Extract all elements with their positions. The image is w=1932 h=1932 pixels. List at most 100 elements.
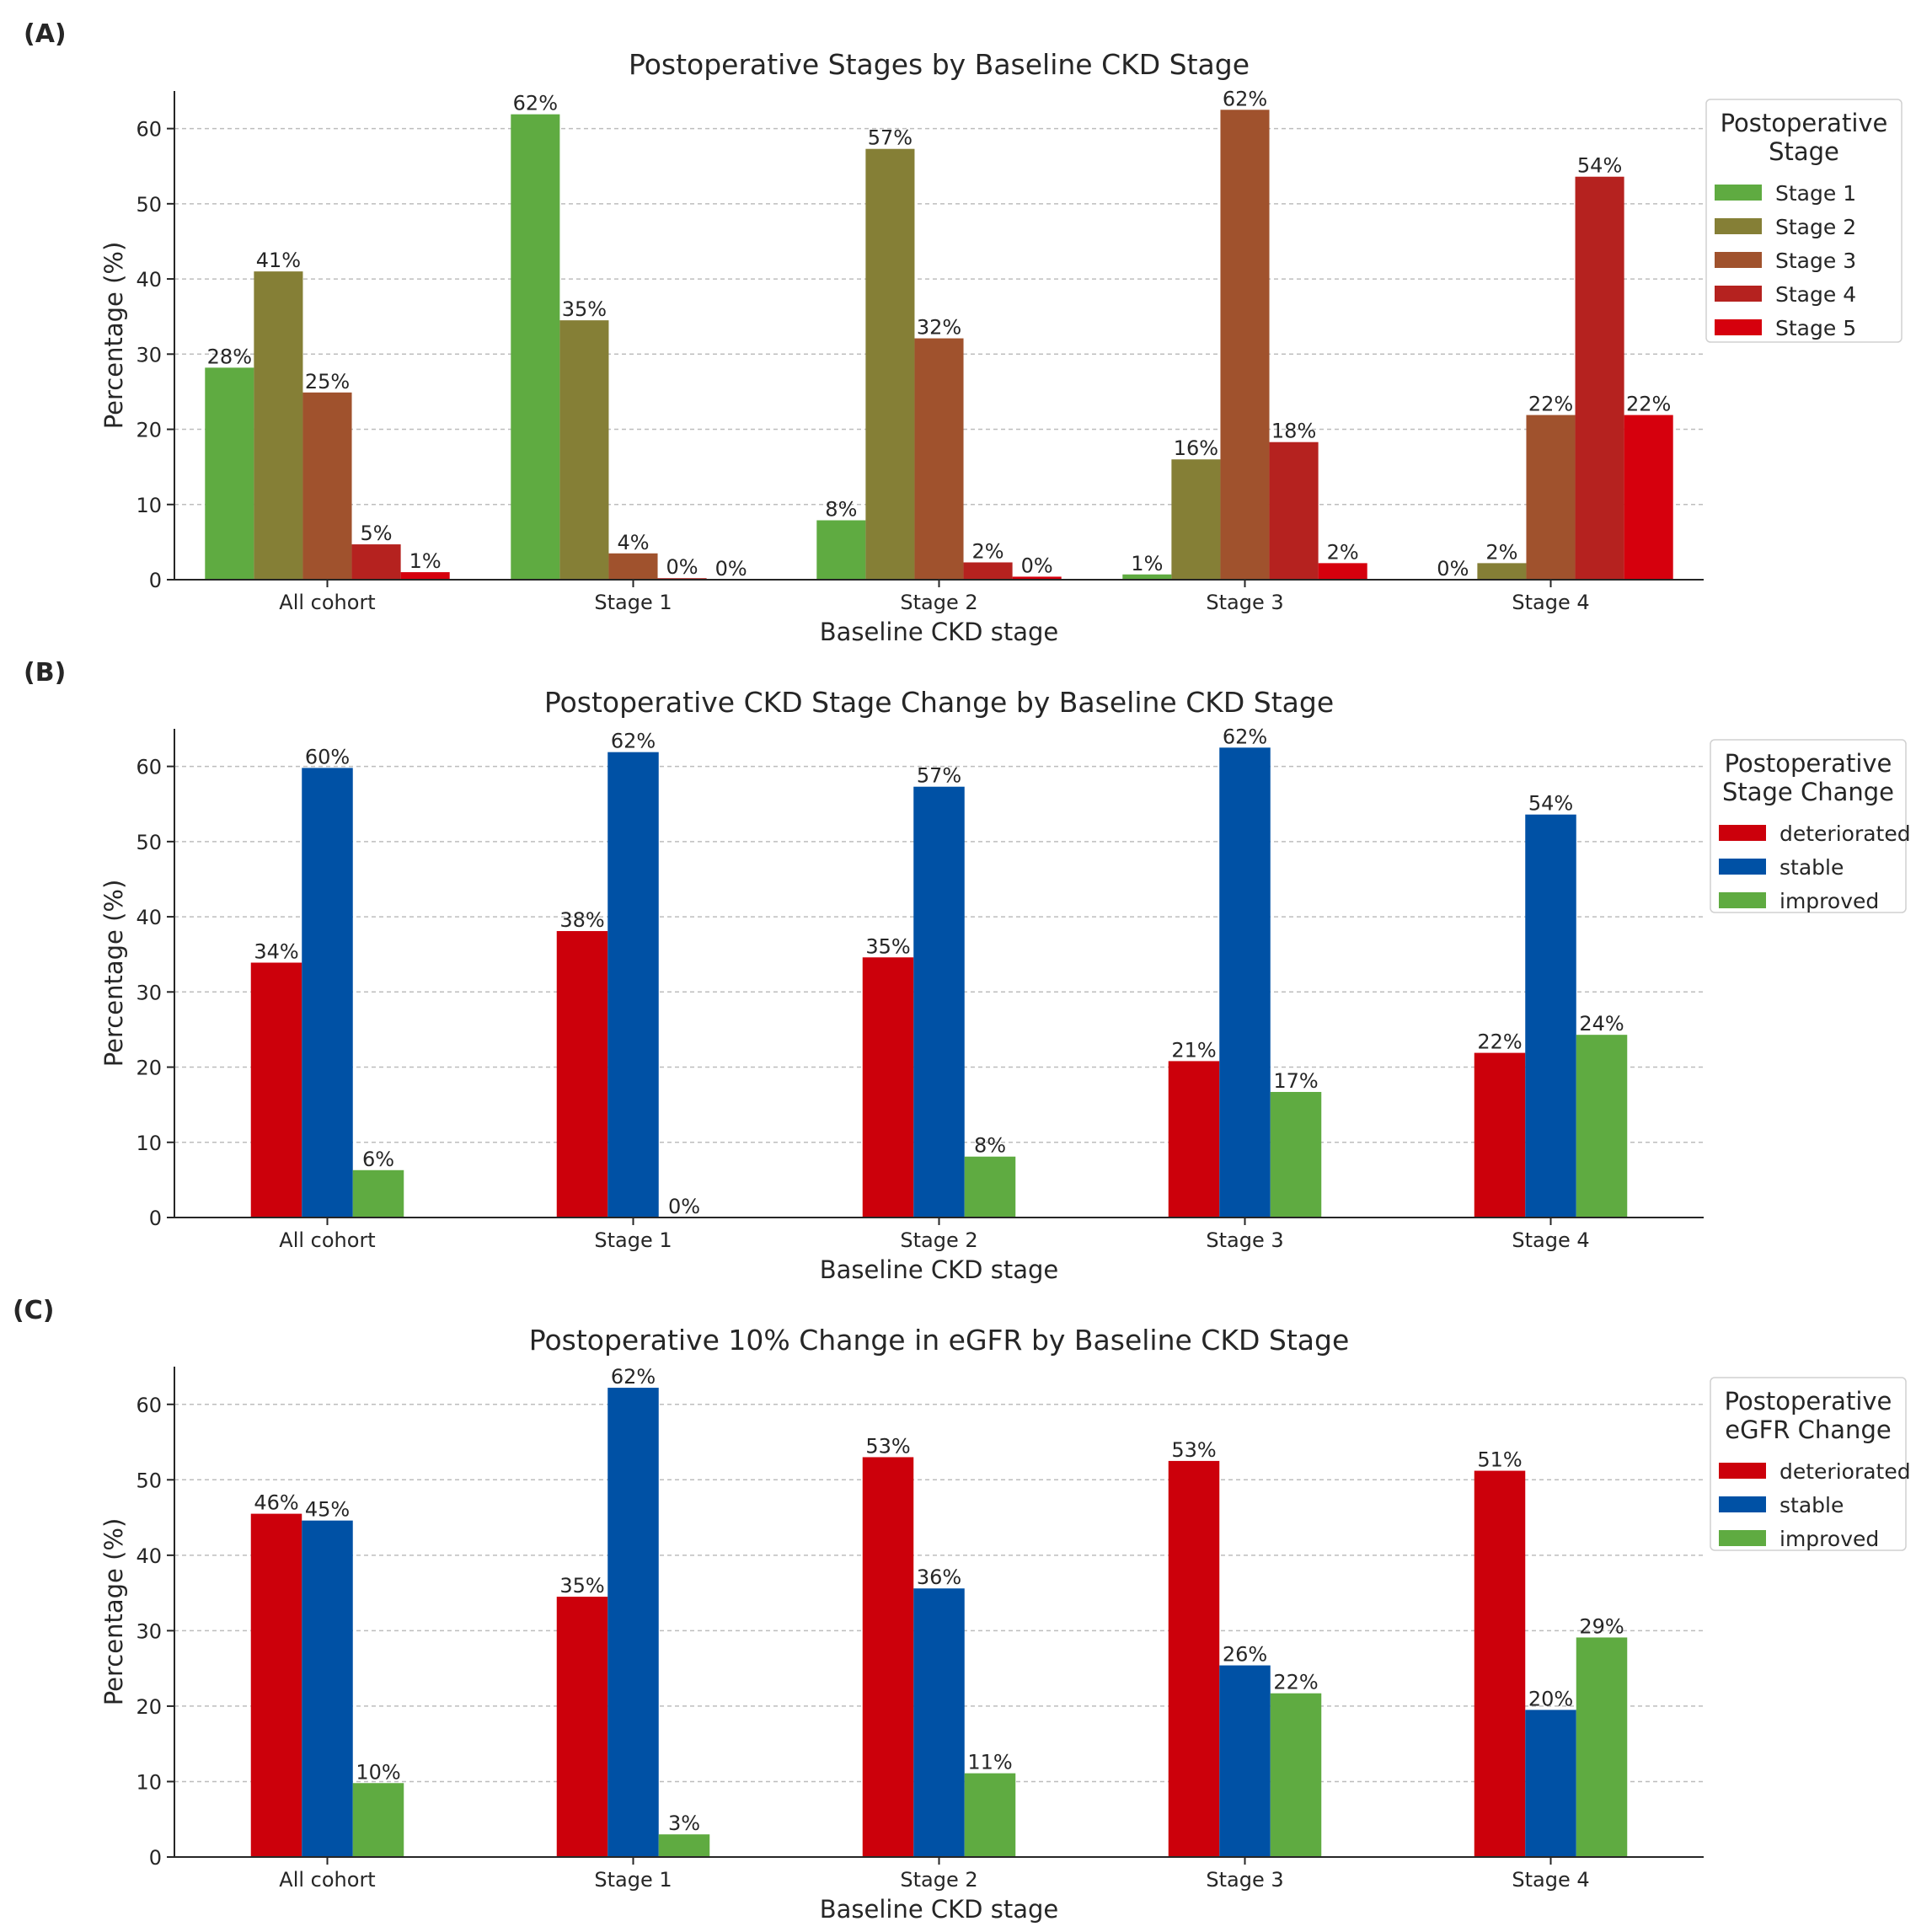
data-label: 0%: [1021, 554, 1053, 577]
bar-improved: [658, 1834, 710, 1857]
y-axis-label: Percentage (%): [99, 880, 128, 1068]
data-label: 29%: [1579, 1614, 1624, 1638]
data-label: 20%: [1528, 1687, 1573, 1710]
data-label: 38%: [559, 908, 604, 932]
data-label: 25%: [305, 370, 350, 393]
legend-label: stable: [1779, 855, 1844, 880]
legend-frame: [1705, 99, 1903, 343]
bar-deteriorated: [250, 1513, 302, 1857]
data-label: 2%: [1327, 540, 1359, 564]
data-label: 35%: [865, 934, 910, 958]
x-tick-label: Stage 4: [1512, 1228, 1589, 1252]
x-tick-label: Stage 4: [1512, 1868, 1589, 1892]
bar-improved: [352, 1783, 404, 1857]
x-tick-label: Stage 2: [900, 591, 977, 614]
legend-label: improved: [1779, 889, 1879, 913]
data-label: 1%: [1131, 552, 1163, 575]
legend-swatch: [1719, 859, 1766, 875]
x-tick-label: Stage 2: [900, 1228, 977, 1252]
data-label: 16%: [1174, 436, 1218, 460]
legend-label: deteriorated: [1779, 822, 1911, 846]
y-tick-label: 60: [136, 1394, 162, 1417]
bar-stage-2: [559, 320, 609, 580]
legend-title: Postoperative: [1725, 749, 1892, 778]
y-tick-label: 20: [136, 419, 162, 442]
legend-swatch: [1719, 892, 1766, 908]
bar-deteriorated: [250, 962, 302, 1218]
chart-title: Postoperative CKD Stage Change by Baseli…: [544, 686, 1334, 719]
data-label: 0%: [715, 557, 747, 581]
bar-stage-4: [1269, 442, 1319, 580]
y-tick-label: 30: [136, 1619, 162, 1643]
y-tick-label: 50: [136, 831, 162, 854]
data-label: 21%: [1171, 1038, 1216, 1062]
data-label: 0%: [668, 1195, 700, 1218]
legend-swatch: [1715, 252, 1762, 268]
bar-improved: [352, 1169, 404, 1218]
bar-stage-5: [1012, 576, 1062, 580]
data-label: 26%: [1223, 1643, 1267, 1667]
data-label: 62%: [611, 730, 656, 753]
y-axis-label: Percentage (%): [99, 242, 128, 430]
bar-deteriorated: [556, 1597, 608, 1857]
data-label: 51%: [1477, 1448, 1522, 1472]
data-label: 62%: [611, 1365, 656, 1389]
y-tick-label: 0: [149, 1207, 162, 1230]
bar-deteriorated: [1474, 1470, 1526, 1857]
bar-improved: [1576, 1035, 1628, 1218]
y-tick-label: 30: [136, 981, 162, 1004]
data-label: 5%: [361, 522, 393, 545]
legend-title: Stage Change: [1722, 778, 1894, 806]
bar-improved: [1270, 1693, 1322, 1857]
legend-label: Stage 4: [1775, 282, 1856, 307]
bar-stage-3: [1220, 110, 1270, 581]
data-label: 2%: [972, 539, 1004, 563]
chart-title: Postoperative 10% Change in eGFR by Base…: [529, 1324, 1350, 1357]
data-label: 22%: [1273, 1671, 1318, 1694]
panel-letter: (A): [24, 19, 67, 49]
legend-label: deteriorated: [1779, 1459, 1911, 1484]
bar-stable: [1525, 814, 1576, 1218]
data-label: 54%: [1577, 154, 1622, 178]
data-label: 0%: [1437, 557, 1469, 581]
y-tick-label: 20: [136, 1695, 162, 1719]
legend-label: stable: [1779, 1493, 1844, 1517]
data-label: 18%: [1271, 420, 1316, 443]
y-axis-label: Percentage (%): [99, 1518, 128, 1706]
x-axis-label: Baseline CKD stage: [820, 1255, 1059, 1284]
bar-stage-4: [1575, 176, 1624, 580]
bar-stable: [913, 786, 965, 1218]
data-label: 53%: [1171, 1438, 1216, 1462]
y-tick-label: 40: [136, 906, 162, 929]
data-label: 22%: [1626, 393, 1671, 416]
legend-swatch: [1715, 286, 1762, 302]
x-tick-label: Stage 1: [594, 591, 672, 614]
y-tick-label: 50: [136, 193, 162, 217]
y-tick-label: 60: [136, 118, 162, 142]
bar-stage-5: [400, 572, 450, 580]
bar-stage-1: [1122, 574, 1172, 580]
bar-stage-3: [608, 553, 658, 580]
y-tick-label: 20: [136, 1057, 162, 1080]
x-tick-label: All cohort: [279, 1868, 375, 1892]
y-tick-label: 10: [136, 1770, 162, 1794]
bar-stable: [302, 1520, 353, 1857]
bar-stable: [607, 1388, 659, 1857]
panel-letter: (B): [24, 658, 66, 688]
legend-swatch: [1715, 185, 1762, 201]
bar-stage-1: [816, 520, 866, 580]
data-label: 28%: [207, 345, 252, 368]
panel-b: (B) Postoperative CKD Stage Change by Bas…: [24, 658, 1911, 1284]
data-label: 46%: [254, 1491, 298, 1515]
x-tick-label: All cohort: [279, 591, 375, 614]
panel-a: (A) Postoperative Stages by Baseline CKD …: [24, 19, 1903, 646]
panel-letter: (C): [13, 1296, 54, 1325]
bar-stable: [302, 768, 353, 1218]
bar-stage-3: [1526, 415, 1576, 580]
data-label: 57%: [917, 764, 961, 788]
data-label: 8%: [825, 498, 857, 522]
